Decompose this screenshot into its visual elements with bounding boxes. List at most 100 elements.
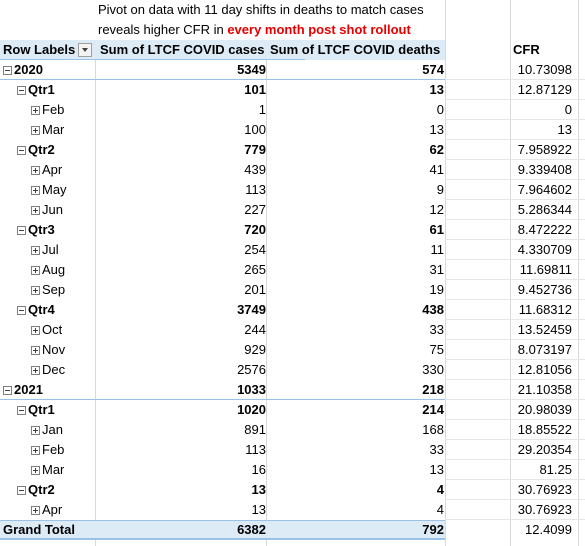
row-label-text: Mar xyxy=(42,122,65,137)
row-label: Qtr1 xyxy=(17,80,55,100)
row-label-text: Jun xyxy=(42,202,63,217)
pivot-header-row: Row Labels Sum of LTCF COVID cases Sum o… xyxy=(0,40,445,60)
collapse-icon[interactable] xyxy=(17,226,26,235)
expand-icon[interactable] xyxy=(31,426,40,435)
month-row[interactable]: Apr 13 4 30.76923 xyxy=(0,500,585,520)
collapse-icon[interactable] xyxy=(17,486,26,495)
cfr-column-header: CFR xyxy=(513,42,540,57)
cases-column-header[interactable]: Sum of LTCF COVID cases xyxy=(100,42,265,57)
header-underline xyxy=(0,59,305,60)
deaths-value: 214 xyxy=(422,402,444,417)
collapse-icon[interactable] xyxy=(17,406,26,415)
expand-icon[interactable] xyxy=(31,186,40,195)
month-row[interactable]: Jun 227 12 5.286344 xyxy=(0,200,585,220)
year-row[interactable]: 2020 5349 574 10.73098 xyxy=(0,60,585,80)
row-label: Jun xyxy=(31,200,63,220)
month-row[interactable]: Jul 254 11 4.330709 xyxy=(0,240,585,260)
expand-icon[interactable] xyxy=(31,266,40,275)
month-row[interactable]: Aug 265 31 11.69811 xyxy=(0,260,585,280)
month-row[interactable]: Apr 439 41 9.339408 xyxy=(0,160,585,180)
deaths-value: 41 xyxy=(429,162,444,177)
grand-total-cfr-cell[interactable]: 12.4099 xyxy=(445,520,585,540)
cases-value: 254 xyxy=(244,242,266,257)
cfr-value: 11.69811 xyxy=(519,262,572,277)
deaths-value: 4 xyxy=(436,482,444,497)
deaths-value: 33 xyxy=(429,322,444,337)
quarter-row[interactable]: Qtr2 13 4 30.76923 xyxy=(0,480,585,500)
quarter-row[interactable]: Qtr1 1020 214 20.98039 xyxy=(0,400,585,420)
cfr-value: 9.339408 xyxy=(517,162,572,177)
row-gridline xyxy=(445,239,585,240)
collapse-icon[interactable] xyxy=(3,66,12,75)
row-label-text: May xyxy=(42,182,67,197)
deaths-value: 33 xyxy=(429,442,444,457)
deaths-value: 62 xyxy=(429,142,444,157)
deaths-value: 19 xyxy=(429,282,444,297)
expand-icon[interactable] xyxy=(31,346,40,355)
cases-value: 3749 xyxy=(237,302,266,317)
cases-value: 779 xyxy=(244,142,266,157)
filter-dropdown-button[interactable] xyxy=(78,43,92,57)
cases-value: 13 xyxy=(251,502,266,517)
month-row[interactable]: Jan 891 168 18.85522 xyxy=(0,420,585,440)
year-row[interactable]: 2021 1033 218 21.10358 xyxy=(0,380,585,400)
month-row[interactable]: Feb 113 33 29.20354 xyxy=(0,440,585,460)
cfr-value: 20.98039 xyxy=(517,402,572,417)
collapse-icon[interactable] xyxy=(17,306,26,315)
expand-icon[interactable] xyxy=(31,246,40,255)
cases-value: 720 xyxy=(244,222,266,237)
cfr-header-cell[interactable]: CFR xyxy=(445,40,585,60)
column-gridline xyxy=(95,0,96,546)
annotation-textbox[interactable]: Pivot on data with 11 day shifts in deat… xyxy=(95,0,442,40)
row-gridline xyxy=(445,519,585,520)
month-row[interactable]: Feb 1 0 0 xyxy=(0,100,585,120)
row-gridline xyxy=(445,219,585,220)
month-row[interactable]: Sep 201 19 9.452736 xyxy=(0,280,585,300)
expand-icon[interactable] xyxy=(31,446,40,455)
collapse-icon[interactable] xyxy=(17,86,26,95)
month-row[interactable]: Mar 100 13 13 xyxy=(0,120,585,140)
cases-value: 2576 xyxy=(237,362,266,377)
cases-value: 113 xyxy=(245,182,266,197)
expand-icon[interactable] xyxy=(31,366,40,375)
quarter-row[interactable]: Qtr1 101 13 12.87129 xyxy=(0,80,585,100)
expand-icon[interactable] xyxy=(31,206,40,215)
month-row[interactable]: Dec 2576 330 12.81056 xyxy=(0,360,585,380)
cfr-value: 30.76923 xyxy=(517,502,572,517)
cfr-value: 13 xyxy=(557,122,572,137)
expand-icon[interactable] xyxy=(31,326,40,335)
quarter-row[interactable]: Qtr3 720 61 8.472222 xyxy=(0,220,585,240)
cfr-value: 29.20354 xyxy=(517,442,572,457)
expand-icon[interactable] xyxy=(31,126,40,135)
cases-value: 1020 xyxy=(237,402,266,417)
collapse-icon[interactable] xyxy=(3,386,12,395)
row-gridline xyxy=(445,159,585,160)
expand-icon[interactable] xyxy=(31,286,40,295)
row-label-text: Apr xyxy=(42,502,63,517)
expand-icon[interactable] xyxy=(31,466,40,475)
cases-value: 113 xyxy=(245,442,266,457)
expand-icon[interactable] xyxy=(31,106,40,115)
month-row[interactable]: Oct 244 33 13.52459 xyxy=(0,320,585,340)
grand-total-row[interactable]: Grand Total 6382 792 xyxy=(0,520,445,540)
quarter-row[interactable]: Qtr2 779 62 7.958922 xyxy=(0,140,585,160)
collapse-icon[interactable] xyxy=(17,146,26,155)
cfr-value: 21.10358 xyxy=(517,382,572,397)
month-row[interactable]: May 113 9 7.964602 xyxy=(0,180,585,200)
month-row[interactable]: Mar 16 13 81.25 xyxy=(0,460,585,480)
quarter-row[interactable]: Qtr4 3749 438 11.68312 xyxy=(0,300,585,320)
cfr-value: 81.25 xyxy=(539,462,572,477)
cfr-value: 4.330709 xyxy=(517,242,572,257)
row-labels-header[interactable]: Row Labels xyxy=(3,42,76,57)
cfr-value: 10.73098 xyxy=(517,62,572,77)
row-label: Qtr2 xyxy=(17,480,55,500)
grand-total-cases: 6382 xyxy=(237,522,266,537)
cfr-value: 18.85522 xyxy=(517,422,572,437)
expand-icon[interactable] xyxy=(31,506,40,515)
deaths-column-header[interactable]: Sum of LTCF COVID deaths xyxy=(270,42,441,57)
row-label: 2021 xyxy=(3,380,43,400)
expand-icon[interactable] xyxy=(31,166,40,175)
cfr-value: 30.76923 xyxy=(517,482,572,497)
month-row[interactable]: Nov 929 75 8.073197 xyxy=(0,340,585,360)
deaths-value: 330 xyxy=(422,362,444,377)
